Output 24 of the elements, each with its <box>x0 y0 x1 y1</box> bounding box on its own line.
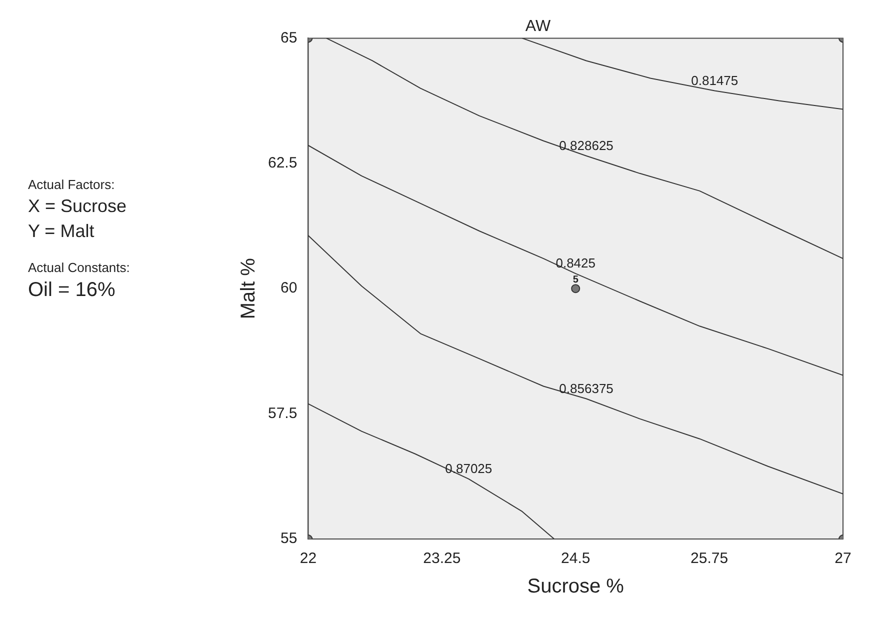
text: Oil = 16% <box>28 279 116 301</box>
y-tick-label: 65 <box>280 29 298 46</box>
y-tick-label: 55 <box>280 530 298 548</box>
series-label: 0.81475 <box>691 72 738 88</box>
x-tick-label: 25.75 <box>690 550 728 568</box>
y-axis-title: Malt % <box>238 258 260 320</box>
chart-title: AW <box>525 18 552 36</box>
series-label: 0.8425 <box>556 256 596 271</box>
text: Actual Constants: <box>28 260 130 275</box>
series-label: 0.828625 <box>559 138 614 153</box>
y-tick-label: 60 <box>280 280 298 297</box>
y-tick-label: 57.5 <box>268 404 298 422</box>
text: Y = Malt <box>28 221 96 242</box>
text: X = Sucrose <box>28 196 128 217</box>
x-tick-label: 23.25 <box>423 550 461 568</box>
series-label: 0.87025 <box>445 460 492 476</box>
series-label: 0.856375 <box>559 380 614 396</box>
annotation: 5 <box>572 274 579 286</box>
x-tick-label: 22 <box>300 550 317 568</box>
x-axis-title: Sucrose % <box>527 576 624 598</box>
x-tick-label: 27 <box>834 550 852 568</box>
x-tick-label: 24.5 <box>560 550 590 568</box>
y-tick-label: 62.5 <box>268 154 298 172</box>
text: Actual Factors: <box>28 177 116 192</box>
